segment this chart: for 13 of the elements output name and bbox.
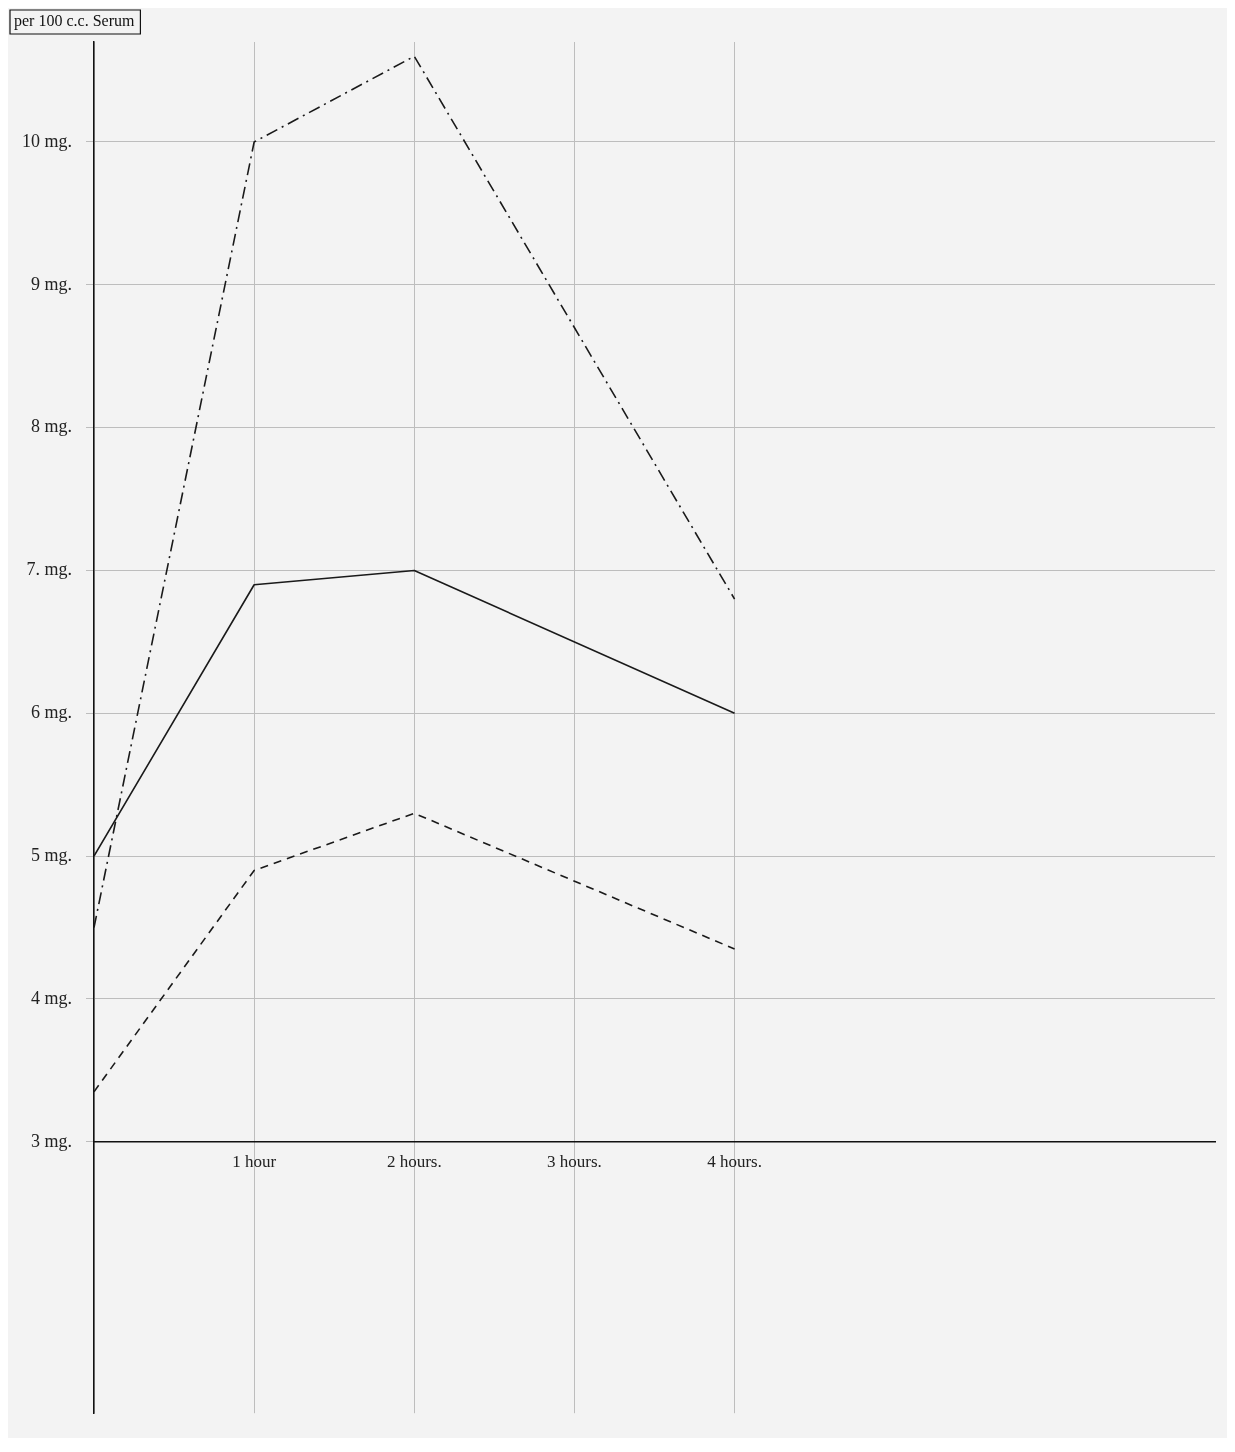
y-tick-label: 10 mg.: [21, 130, 72, 151]
y-tick-label: 4 mg.: [30, 987, 72, 1008]
y-tick-label: 8 mg.: [30, 416, 72, 437]
x-tick-label: 3 hours.: [547, 1152, 602, 1172]
x-tick-label: 2 hours.: [386, 1152, 442, 1172]
y-tick-label: 5 mg.: [30, 844, 72, 865]
y-tick-label: 6 mg.: [30, 702, 72, 723]
y-tick-label: 3 mg.: [30, 1130, 72, 1151]
x-tick-label: 1 hour: [232, 1152, 277, 1172]
y-tick-label: 7. mg.: [26, 559, 72, 580]
x-tick-label: 4 hours.: [707, 1152, 762, 1172]
y-axis-title: per 100 c.c. Serum: [14, 12, 135, 31]
y-tick-label: 9 mg.: [30, 273, 72, 294]
